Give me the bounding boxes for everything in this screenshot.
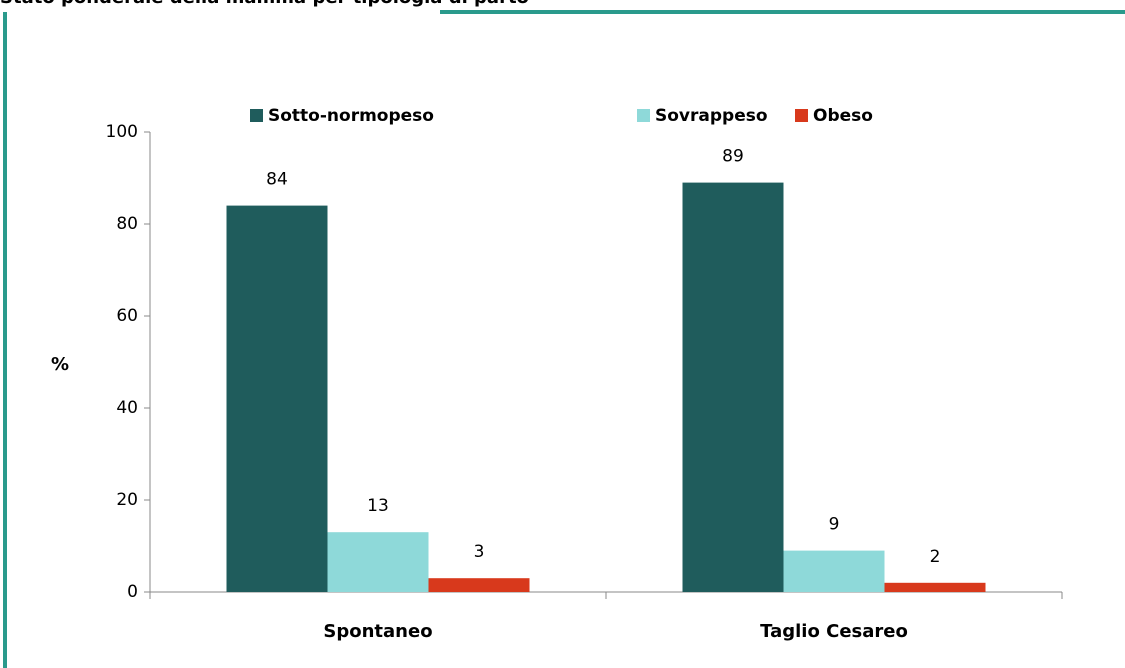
data-label: 2: [930, 547, 941, 567]
legend-swatch: [637, 109, 650, 122]
y-tick-label: 40: [116, 398, 138, 418]
y-tick-label: 60: [116, 306, 138, 326]
data-label: 3: [474, 542, 485, 562]
x-tick-label: Taglio Cesareo: [760, 621, 908, 642]
bar: [428, 578, 530, 592]
y-tick-label: 0: [127, 582, 138, 602]
legend-label: Obeso: [813, 106, 873, 126]
data-label: 89: [722, 147, 744, 167]
data-label: 9: [829, 515, 840, 535]
legend-label: Sovrappeso: [655, 106, 768, 126]
bar: [783, 550, 885, 592]
y-axis-label: %: [51, 354, 69, 375]
y-tick-label: 80: [116, 214, 138, 234]
legend-label: Sotto-normopeso: [268, 106, 434, 126]
y-tick-label: 100: [106, 122, 138, 142]
data-label: 13: [367, 496, 389, 516]
x-tick-label: Spontaneo: [323, 621, 432, 642]
bar: [226, 205, 328, 592]
bar: [884, 582, 986, 592]
legend-swatch: [795, 109, 808, 122]
bar: [682, 182, 784, 592]
y-tick-label: 20: [116, 490, 138, 510]
data-label: 84: [266, 170, 288, 190]
chart-title: Stato ponderale della mamma per tipologi…: [0, 0, 529, 8]
bar: [327, 532, 429, 592]
legend-swatch: [250, 109, 263, 122]
